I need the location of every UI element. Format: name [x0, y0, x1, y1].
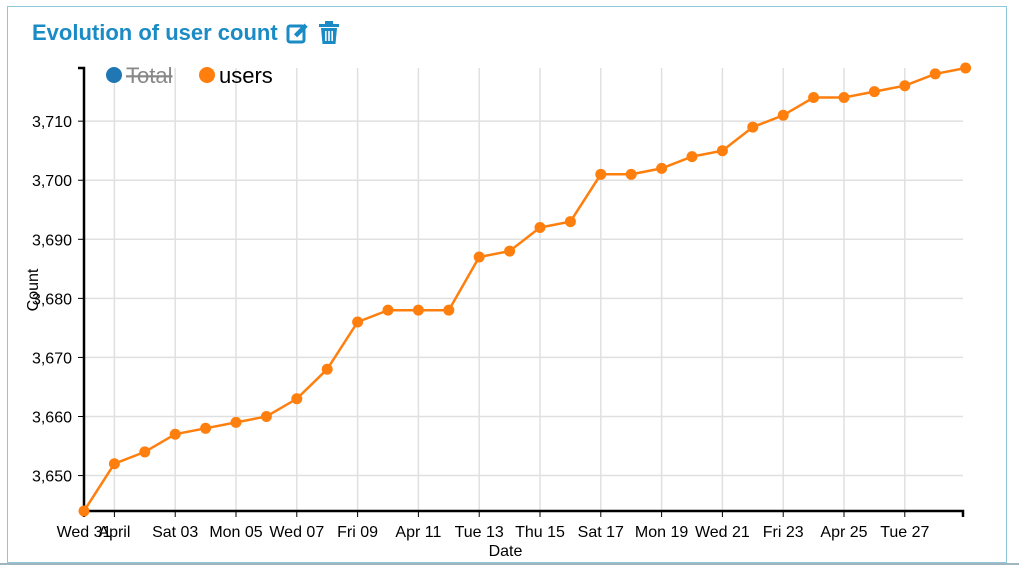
- data-point[interactable]: [139, 446, 151, 458]
- x-tick-label: Fri 09: [337, 524, 378, 541]
- x-tick-label: Fri 23: [763, 524, 804, 541]
- x-tick-label: Tue 13: [455, 524, 504, 541]
- chart-title: Evolution of user count: [32, 20, 278, 45]
- y-tick-label: 3,700: [32, 173, 72, 190]
- x-tick-label: Mon 19: [635, 524, 688, 541]
- legend-label-Total[interactable]: Total: [126, 63, 172, 88]
- data-point[interactable]: [504, 245, 516, 257]
- trash-icon[interactable]: [318, 21, 340, 45]
- y-tick-label: 3,650: [32, 469, 72, 486]
- data-point[interactable]: [382, 304, 394, 316]
- data-point[interactable]: [899, 80, 911, 92]
- x-tick-label: Tue 27: [880, 524, 929, 541]
- x-tick-label: Sat 03: [152, 524, 198, 541]
- y-tick-label: 3,710: [32, 114, 72, 131]
- legend-label-users[interactable]: users: [219, 63, 273, 88]
- data-point[interactable]: [78, 505, 90, 517]
- data-point[interactable]: [777, 109, 789, 121]
- y-tick-label: 3,690: [32, 232, 72, 249]
- data-point[interactable]: [169, 428, 181, 440]
- data-point[interactable]: [108, 458, 120, 470]
- x-axis-line: [82, 509, 965, 517]
- data-point[interactable]: [747, 121, 759, 133]
- x-tick-label: Apr 11: [395, 524, 441, 541]
- y-tick-label: 3,670: [32, 350, 72, 367]
- data-point[interactable]: [260, 410, 272, 422]
- x-tick-label: April: [98, 524, 130, 541]
- data-point[interactable]: [352, 316, 364, 328]
- data-point[interactable]: [291, 393, 303, 405]
- x-tick-label: Apr 25: [820, 524, 867, 541]
- bottom-divider: [0, 563, 1019, 565]
- x-tick-label: Wed 07: [269, 524, 324, 541]
- data-point[interactable]: [656, 162, 668, 174]
- x-tick-label: Mon 05: [209, 524, 262, 541]
- series-layer: [78, 62, 972, 517]
- series-line-users: [82, 66, 966, 512]
- legend-marker-Total[interactable]: [106, 67, 122, 83]
- chart-header: Evolution of user count: [32, 18, 340, 48]
- x-tick-label: Thu 15: [515, 524, 565, 541]
- data-point[interactable]: [564, 216, 576, 228]
- data-point[interactable]: [929, 68, 941, 80]
- data-point[interactable]: [838, 92, 850, 104]
- grid-lines: [83, 68, 963, 511]
- data-point[interactable]: [473, 251, 485, 263]
- data-point[interactable]: [960, 62, 972, 74]
- x-tick-label: Wed 21: [695, 524, 750, 541]
- y-tick-label: 3,660: [32, 409, 72, 426]
- data-point[interactable]: [230, 416, 242, 428]
- x-axis-label: Date: [489, 543, 523, 560]
- y-axis-line: [78, 66, 86, 511]
- edit-icon[interactable]: [286, 21, 312, 45]
- legend-marker-users[interactable]: [199, 67, 215, 83]
- data-point[interactable]: [412, 304, 424, 316]
- legend: Total users: [106, 63, 273, 88]
- data-point[interactable]: [808, 92, 820, 104]
- data-point[interactable]: [625, 168, 637, 180]
- data-point[interactable]: [534, 221, 546, 233]
- data-point[interactable]: [443, 304, 455, 316]
- y-tick-label: 3,680: [32, 291, 72, 308]
- data-point[interactable]: [200, 422, 212, 434]
- data-point[interactable]: [716, 145, 728, 157]
- data-point[interactable]: [868, 86, 880, 98]
- x-tick-label: Wed 31: [57, 524, 112, 541]
- data-point[interactable]: [321, 363, 333, 375]
- data-point[interactable]: [686, 151, 698, 163]
- data-point[interactable]: [595, 168, 607, 180]
- y-axis-label: Count: [25, 268, 42, 311]
- y-axis: 3,650 3,660 3,670 3,680 3,690 3,700 3,710: [32, 66, 86, 511]
- x-tick-label: Sat 17: [578, 524, 624, 541]
